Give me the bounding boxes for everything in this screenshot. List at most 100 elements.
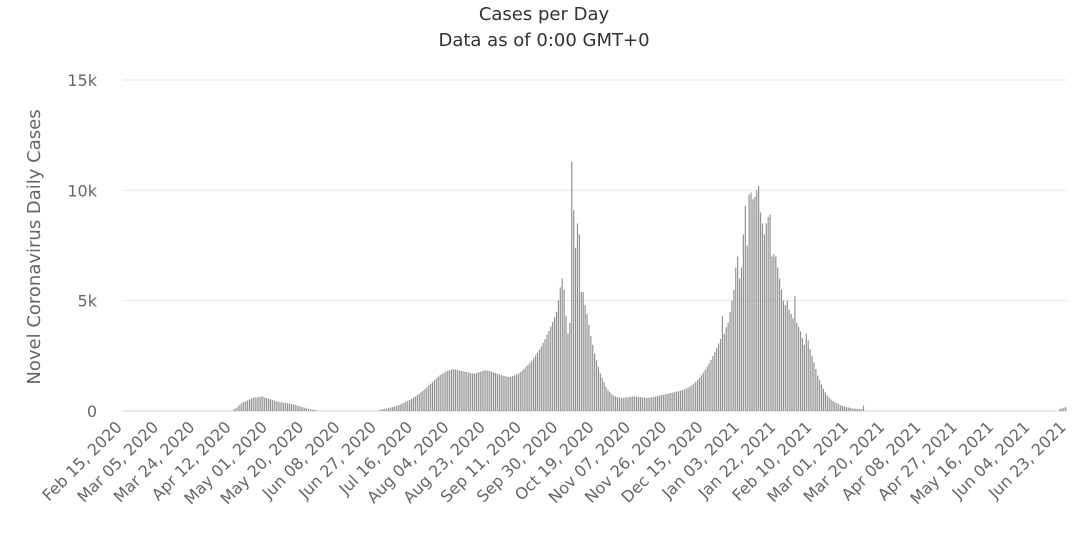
bar [571,161,573,411]
bar [536,352,539,411]
bar [820,384,823,411]
bar [851,408,853,411]
bar [382,409,384,411]
bar [819,380,821,411]
bar [790,313,792,411]
bar [622,397,624,411]
bar [245,401,247,411]
bar [515,374,518,411]
bar [269,399,272,411]
bar [428,385,430,411]
bar [300,406,302,411]
bar [420,392,422,411]
chart-title: Cases per Day [479,4,610,25]
bar [254,397,256,411]
bar [384,408,386,411]
bar [763,234,765,411]
bar [725,327,727,411]
bar [746,245,748,411]
bar [414,396,416,411]
bar [508,376,510,411]
bar [618,397,621,411]
bar [756,190,758,411]
bar [588,324,590,411]
bar [838,404,840,411]
bar [447,370,449,411]
bar [275,401,277,411]
bar [481,371,483,411]
bar [813,362,815,411]
bar [466,372,468,411]
bar [378,410,380,411]
bar [407,400,409,411]
bar [636,396,638,411]
bar [315,410,317,411]
bar [670,392,672,411]
bar [523,368,525,411]
bar [792,318,794,411]
bar [668,393,670,411]
bar [283,402,285,411]
bar [843,406,846,411]
bar [798,327,800,411]
bar [471,373,474,411]
bar [796,322,798,411]
bar [479,371,481,411]
bar [676,391,678,411]
bar [294,404,296,411]
bar [737,256,739,411]
bar [512,376,514,411]
bar [243,401,245,411]
bar [487,370,489,411]
bar [462,371,464,411]
bar [311,409,313,411]
bar [252,397,254,411]
bar [546,335,548,411]
bar [433,380,436,411]
bar [580,291,582,411]
bar [578,234,580,411]
bar [548,330,550,411]
bar [660,395,662,411]
bar [393,406,395,411]
bar [504,376,506,411]
y-tick-label: 10k [67,181,97,200]
bar [492,372,495,411]
bar [264,397,266,411]
y-tick-label: 0 [87,402,97,421]
y-tick-label: 5k [78,292,98,311]
bar [439,375,441,411]
bar [847,407,849,411]
bar [592,344,594,411]
bar [451,369,453,411]
bar [475,373,477,411]
bar [662,394,664,411]
bar [840,405,842,411]
bar [233,409,235,411]
bar [603,382,605,411]
bar [246,400,249,411]
bar [464,371,466,411]
bar [718,343,720,411]
bar [313,410,315,411]
bar [266,397,268,411]
bar [809,349,811,411]
bar [689,386,691,411]
bar [277,401,279,411]
bar [235,408,237,411]
bar [801,338,804,411]
bar [517,373,519,411]
bar [853,408,855,411]
bar [794,296,796,411]
bar [489,371,491,411]
bar [1065,407,1067,411]
bar [832,401,834,411]
bar [805,333,807,411]
bar [738,278,741,411]
bar [775,256,777,411]
bar [771,256,773,411]
bar [540,346,542,411]
bar [260,396,262,411]
bar [834,402,836,411]
